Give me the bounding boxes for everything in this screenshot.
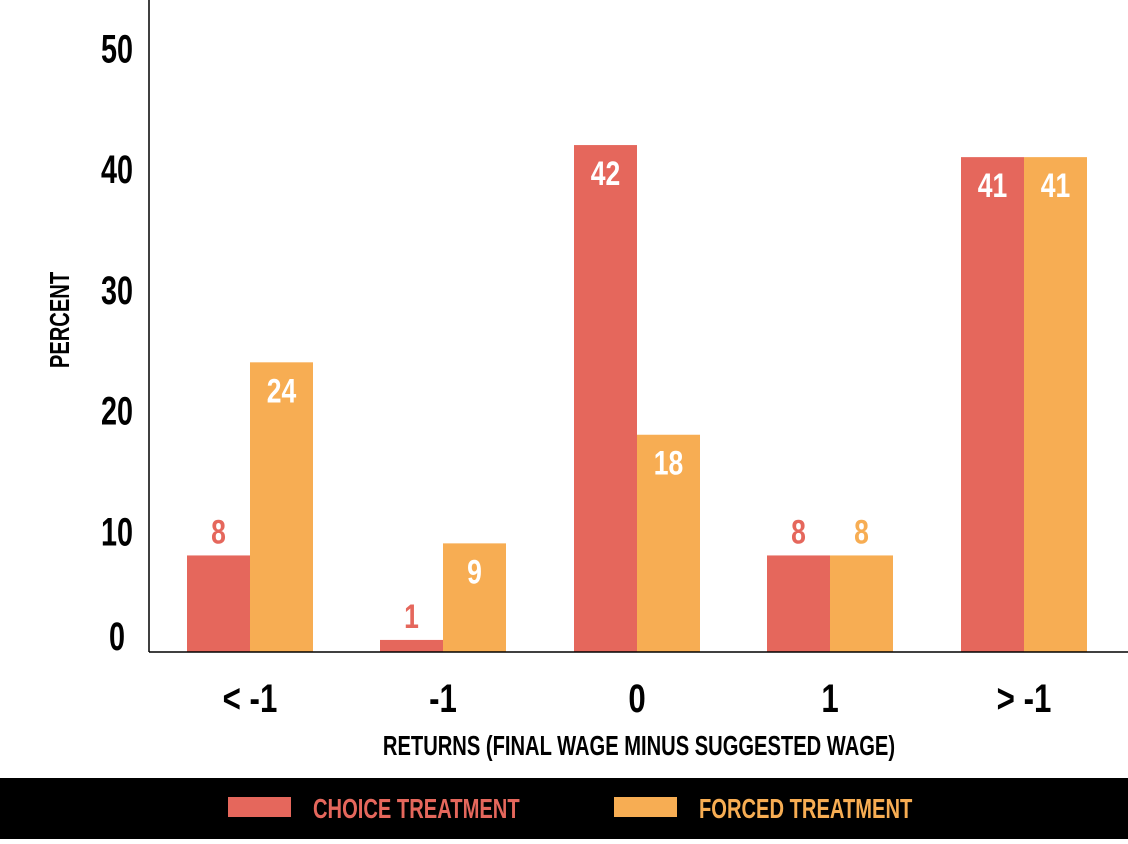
legend-label-choice: CHOICE TREATMENT (313, 794, 520, 825)
bar-choice-3 (767, 555, 830, 652)
x-tick-label-0: < -1 (223, 676, 278, 721)
legend: CHOICE TREATMENT FORCED TREATMENT (0, 778, 1128, 839)
y-tick-label-30: 30 (101, 268, 133, 313)
bar-choice-4 (961, 157, 1024, 652)
x-axis-title: RETURNS (FINAL WAGE MINUS SUGGESTED WAGE… (383, 731, 895, 762)
bar-choice-2 (574, 145, 637, 652)
data-label-forced-3: 8 (854, 513, 869, 551)
legend-label-forced: FORCED TREATMENT (699, 794, 912, 825)
y-axis-title: PERCENT (45, 272, 76, 368)
bar-choice-1 (380, 639, 443, 652)
data-label-forced-0: 24 (267, 372, 297, 410)
bar-forced-4 (1024, 157, 1087, 652)
x-tick-label-2: 0 (628, 676, 645, 721)
data-label-choice-4: 41 (978, 167, 1008, 205)
data-label-choice-3: 8 (791, 513, 806, 551)
legend-swatch-choice (228, 797, 291, 817)
y-tick-label-40: 40 (101, 148, 133, 193)
y-tick-label-50: 50 (101, 27, 133, 72)
x-tick-label-3: 1 (821, 676, 838, 721)
bar-choice-0 (187, 555, 250, 652)
legend-background (0, 778, 1128, 839)
y-tick-label-0: 0 (109, 614, 125, 659)
y-tick-label-10: 10 (101, 510, 133, 555)
bar-forced-1 (443, 543, 506, 652)
bar-forced-0 (250, 362, 313, 652)
legend-swatch-forced (614, 797, 677, 817)
data-label-forced-1: 9 (467, 553, 482, 591)
data-label-forced-2: 18 (654, 445, 684, 483)
x-tick-label-1: -1 (429, 676, 457, 721)
bar-forced-3 (830, 555, 893, 652)
data-label-choice-2: 42 (591, 155, 621, 193)
x-tick-label-4: > -1 (997, 676, 1052, 721)
y-tick-label-20: 20 (101, 389, 133, 434)
bars-layer (187, 145, 1087, 652)
data-label-forced-4: 41 (1041, 167, 1071, 205)
bar-forced-2 (637, 434, 700, 652)
labels-layer: 8 1 42 8 41 24 9 18 8 41 (211, 155, 1070, 636)
axes-layer: 0 10 20 30 40 50 < -1 -1 0 1 > -1 RETURNS (FINAL WA… (45, 0, 1128, 762)
data-label-choice-0: 8 (211, 513, 226, 551)
data-label-choice-1: 1 (404, 598, 419, 636)
